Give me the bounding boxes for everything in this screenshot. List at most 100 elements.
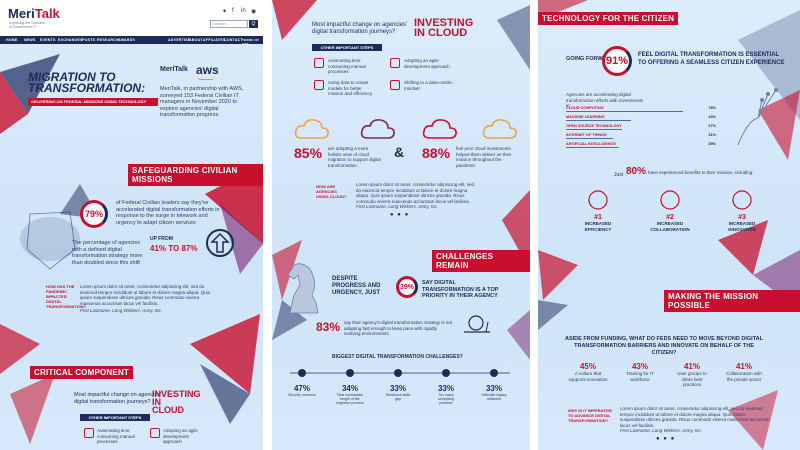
step-automating: Automating time consuming manual process… xyxy=(328,58,366,74)
agile-icon xyxy=(390,58,400,68)
quote-label-cloud: HOW ARE AGENCIES USING CLOUD? xyxy=(316,184,347,199)
need-label: Collaboration with the private sector xyxy=(726,371,762,382)
nav-affiliates[interactable]: AFFILIATES xyxy=(203,37,226,42)
challenge-value: 33% xyxy=(437,384,454,393)
accelerating-text: Agencies are accelerating digital transf… xyxy=(566,92,643,108)
benefit-label: INCREASED COLLABORATION xyxy=(650,221,690,232)
quote-author: First Lastname, Long Wishers, Army, Inc. xyxy=(620,428,702,433)
search-button[interactable]: Q xyxy=(249,20,258,28)
investment-label: ARTIFICIAL INTELLIGENCE xyxy=(566,142,616,146)
investment-bar xyxy=(566,129,622,130)
twitter-icon[interactable]: ✦ xyxy=(222,9,228,15)
challenges-title: BIGGEST DIGITAL TRANSFORMATION CHALLENGE… xyxy=(332,354,463,360)
stat-79-circle: 79% xyxy=(80,200,108,228)
benefit-collaboration: #2 INCREASED COLLABORATION xyxy=(650,214,690,232)
nav-research[interactable]: RESEARCH xyxy=(97,37,119,42)
challenge-value: 33% xyxy=(389,384,406,393)
benefit-innovation: #3 INCREASED INNOVATION xyxy=(722,214,762,232)
investment-row: MACHINE LEARNING 43% xyxy=(566,115,716,119)
main-nav: HOME NEWS EVENTS EXCHANGES POSTS RESEARC… xyxy=(0,36,263,46)
section-mission: MAKING THE MISSION POSSIBLE xyxy=(664,290,800,312)
stat-91-circle: 91% xyxy=(602,46,632,76)
stat-88-text: feel prior cloud investments helped them… xyxy=(456,146,512,168)
investment-label: CLOUD COMPUTING xyxy=(566,106,604,110)
data-model-icon xyxy=(314,80,324,90)
benefit-label: INCREASED EFFICIENCY xyxy=(584,221,612,232)
challenge-label: Security concerns xyxy=(288,393,316,397)
challenge-value: 33% xyxy=(485,384,502,393)
investment-row: CLOUD COMPUTING 78% xyxy=(566,106,716,110)
nav-awards[interactable]: AWARDS xyxy=(118,37,135,42)
need-value: 43% xyxy=(631,362,648,371)
challenge-value: 34% xyxy=(341,384,358,393)
infographic-panel-1: MeriTalk Improving the Outcome of Govern… xyxy=(0,0,263,450)
question-text: Most impactful change on agencies' digit… xyxy=(312,22,408,35)
stat-80: 80% xyxy=(626,166,647,177)
search-input[interactable]: Search... xyxy=(210,20,248,28)
investment-label: MACHINE LEARNING xyxy=(566,115,605,119)
nav-exchanges[interactable]: EXCHANGES xyxy=(58,37,83,42)
nav-home[interactable]: HOME xyxy=(6,37,18,42)
challenge-label: Inflexible legacy networks xyxy=(481,393,507,401)
need-training: 43% Training for IT workforce xyxy=(620,362,660,382)
stat-39-circle: 39% xyxy=(396,276,418,298)
need-value: 41% xyxy=(735,362,752,371)
logo-tagline: Improving the Outcome of Government IT xyxy=(9,21,46,29)
benefit-icons xyxy=(588,190,752,210)
stat-strategy-text: The percentage of agencies with a define… xyxy=(72,240,143,266)
challenge-time: 34% Time constraints/ length of the migr… xyxy=(335,384,365,405)
nav-events[interactable]: EVENTS xyxy=(40,37,56,42)
nav-posts[interactable]: POSTS xyxy=(82,37,96,42)
quote-text-imperative: Lorem ipsum dolor sit amet, consectetur … xyxy=(620,406,770,428)
need-label: Training for IT workforce xyxy=(626,371,654,382)
benefit-rank: #2 xyxy=(666,214,674,221)
challenge-security: 47% Security concerns xyxy=(287,384,317,397)
strategy-change: 41% TO 87% xyxy=(150,244,198,253)
investment-row: INTERNET OF THINGS 31% xyxy=(566,133,716,137)
meritalk-logo[interactable]: MeriTalk xyxy=(8,6,60,21)
need-value: 41% xyxy=(683,362,700,371)
cloud-icon xyxy=(294,119,329,139)
steps-bar: OTHER IMPORTANT STEPS xyxy=(80,414,150,421)
benefit-rank: #3 xyxy=(738,214,746,221)
rss-icon[interactable]: ◉ xyxy=(251,9,257,15)
investments-list: CLOUD COMPUTING 78% MACHINE LEARNING 43% O… xyxy=(566,106,716,156)
facebook-icon[interactable]: f xyxy=(232,8,234,14)
stat-85-text: are adopting a more holistic view of clo… xyxy=(328,146,381,168)
challenge-label: Time constraints/ length of the migratio… xyxy=(336,393,364,405)
aws-smile-icon xyxy=(197,76,215,80)
investment-value: 43% xyxy=(708,115,716,119)
nav-advertise[interactable]: ADVERTISE xyxy=(168,37,191,42)
up-from-label: UP FROM xyxy=(150,236,173,242)
stat-88: 88% xyxy=(422,145,451,161)
need-value: 45% xyxy=(579,362,596,371)
benefit-text: have experienced benefits to their missi… xyxy=(648,170,754,175)
section-technology: TECHNOLOGY FOR THE CITIZEN xyxy=(538,12,679,25)
step-data-models: Using data to create models for better m… xyxy=(328,80,372,96)
search-icon: Q xyxy=(251,21,256,27)
linkedin-icon[interactable]: in xyxy=(241,8,246,14)
step-agile: Adopting an agile development approach xyxy=(404,58,450,69)
nav-about[interactable]: ABOUT xyxy=(189,37,203,42)
challenge-label: Workforce skills gap xyxy=(385,393,411,401)
question-text: Most impactful change on agencies' digit… xyxy=(74,392,162,405)
section-critical: CRITICAL COMPONENT xyxy=(30,366,134,379)
investing-in-cloud: INVESTING IN CLOUD xyxy=(152,389,201,415)
stat-85: 85% xyxy=(294,145,323,161)
carousel-dots[interactable]: ● ● ● xyxy=(390,212,410,218)
hero-subtitle: Delivering on Federal Missions Using Tec… xyxy=(28,98,158,106)
nav-terms[interactable]: TERMS OF USE xyxy=(242,37,260,46)
cloud-icon xyxy=(422,119,457,139)
steps-bar: OTHER IMPORTANT STEPS xyxy=(312,44,382,51)
snail-icon xyxy=(464,315,490,333)
carousel-dots[interactable]: ● ● ● xyxy=(656,436,676,442)
need-user-groups: 41% User groups to share best practices xyxy=(672,362,712,388)
investment-bar xyxy=(566,147,619,148)
challenge-label: Too many competing priorities xyxy=(437,393,455,405)
investment-value: 78% xyxy=(708,106,716,110)
quote-label-pandemic: HOW HAS THE PANDEMIC IMPACTED DIGITAL TR… xyxy=(46,284,87,309)
challenge-markers xyxy=(298,369,498,377)
nav-contact[interactable]: CONTACT xyxy=(224,37,243,42)
nav-news[interactable]: NEWS xyxy=(24,37,36,42)
ampersand: & xyxy=(394,144,405,160)
